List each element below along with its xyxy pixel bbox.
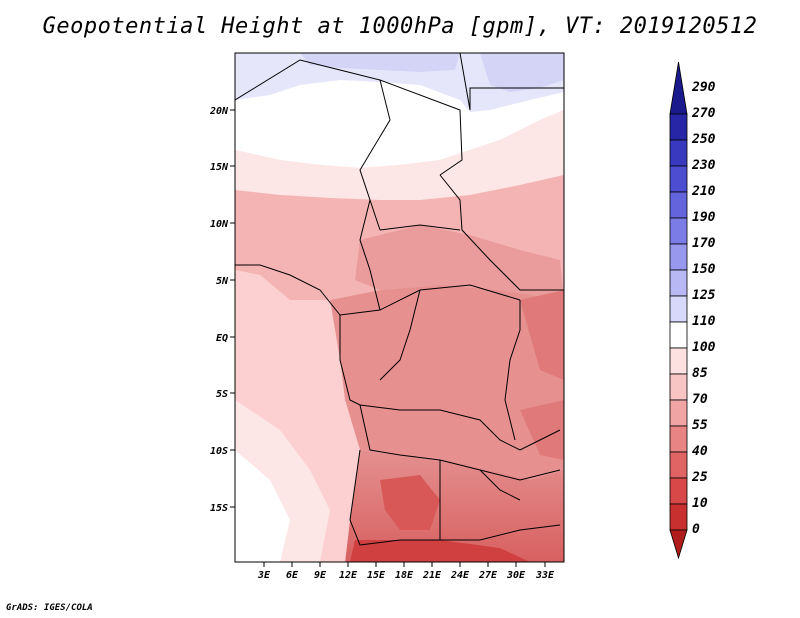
colorbar: 290 270 250 230 210 190 170 150 125 110 …	[669, 61, 716, 560]
lon-label: 12E	[339, 570, 358, 581]
colorbar-label: 85	[692, 366, 708, 381]
colorbar-box	[669, 139, 688, 167]
colorbar-box	[669, 191, 688, 219]
colorbar-label: 40	[692, 444, 708, 459]
colorbar-label: 170	[692, 236, 716, 251]
map-frame	[234, 52, 565, 563]
colorbar-label: 70	[692, 392, 708, 407]
lat-label: 15N	[210, 162, 229, 173]
lat-label: 5S	[216, 389, 228, 400]
colorbar-label: 250	[691, 132, 716, 147]
colorbar-box	[669, 217, 688, 245]
lon-label: 9E	[314, 570, 327, 581]
lon-label: 30E	[506, 570, 526, 581]
country-borders	[235, 53, 564, 546]
colorbar-label: 150	[692, 262, 716, 277]
colorbar-label: 110	[692, 314, 716, 329]
colorbar-box	[669, 425, 688, 453]
colorbar-box	[669, 113, 688, 141]
colorbar-box	[669, 373, 688, 401]
colorbar-box	[669, 269, 688, 297]
lon-label: 15E	[367, 570, 386, 581]
colorbar-label: 55	[692, 418, 708, 433]
colorbar-label: 100	[692, 340, 716, 355]
colorbar-box	[669, 243, 688, 271]
colorbar-box	[669, 529, 688, 560]
lat-label: 20N	[209, 106, 229, 117]
longitude-axis: 3E 6E 9E 12E 15E 18E 21E 24E 27E 30E 33E	[257, 562, 555, 581]
colorbar-box	[669, 503, 688, 531]
lon-label: 6E	[286, 570, 299, 581]
colorbar-box	[669, 321, 688, 349]
colorbar-label: 10	[692, 496, 708, 511]
colorbar-box	[669, 399, 688, 427]
colorbar-label: 210	[691, 184, 716, 199]
latitude-axis: 20N 15N 10N 5N EQ 5S 10S 15S	[209, 106, 235, 514]
colorbar-label: 25	[691, 470, 708, 485]
colorbar-label: 0	[692, 522, 700, 537]
height-field	[235, 53, 564, 562]
colorbar-box	[669, 295, 688, 323]
colorbar-label: 190	[692, 210, 716, 225]
colorbar-boxes	[669, 61, 688, 560]
lon-label: 3E	[257, 570, 271, 581]
colorbar-label: 290	[691, 80, 716, 95]
lon-label: 27E	[478, 570, 498, 581]
map-title: Geopotential Height at 1000hPa [gpm], VT…	[42, 14, 758, 39]
grads-credit: GrADS: IGES/COLA	[6, 603, 93, 613]
lat-label: 15S	[210, 503, 228, 514]
lat-label: 10S	[210, 446, 228, 457]
colorbar-box	[669, 451, 688, 479]
colorbar-box	[669, 477, 688, 505]
lat-label: EQ	[216, 333, 228, 344]
lon-label: 21E	[422, 570, 442, 581]
lon-label: 24E	[450, 570, 470, 581]
colorbar-label: 230	[691, 158, 716, 173]
colorbar-label: 270	[691, 106, 716, 121]
colorbar-box	[669, 165, 688, 193]
lon-label: 18E	[395, 570, 414, 581]
lat-label: 5N	[216, 276, 229, 287]
colorbar-box	[669, 347, 688, 375]
lat-label: 10N	[210, 219, 229, 230]
colorbar-label: 125	[692, 288, 716, 303]
colorbar-labels: 290 270 250 230 210 190 170 150 125 110 …	[691, 80, 716, 537]
lon-label: 33E	[535, 570, 555, 581]
colorbar-box	[669, 61, 688, 115]
